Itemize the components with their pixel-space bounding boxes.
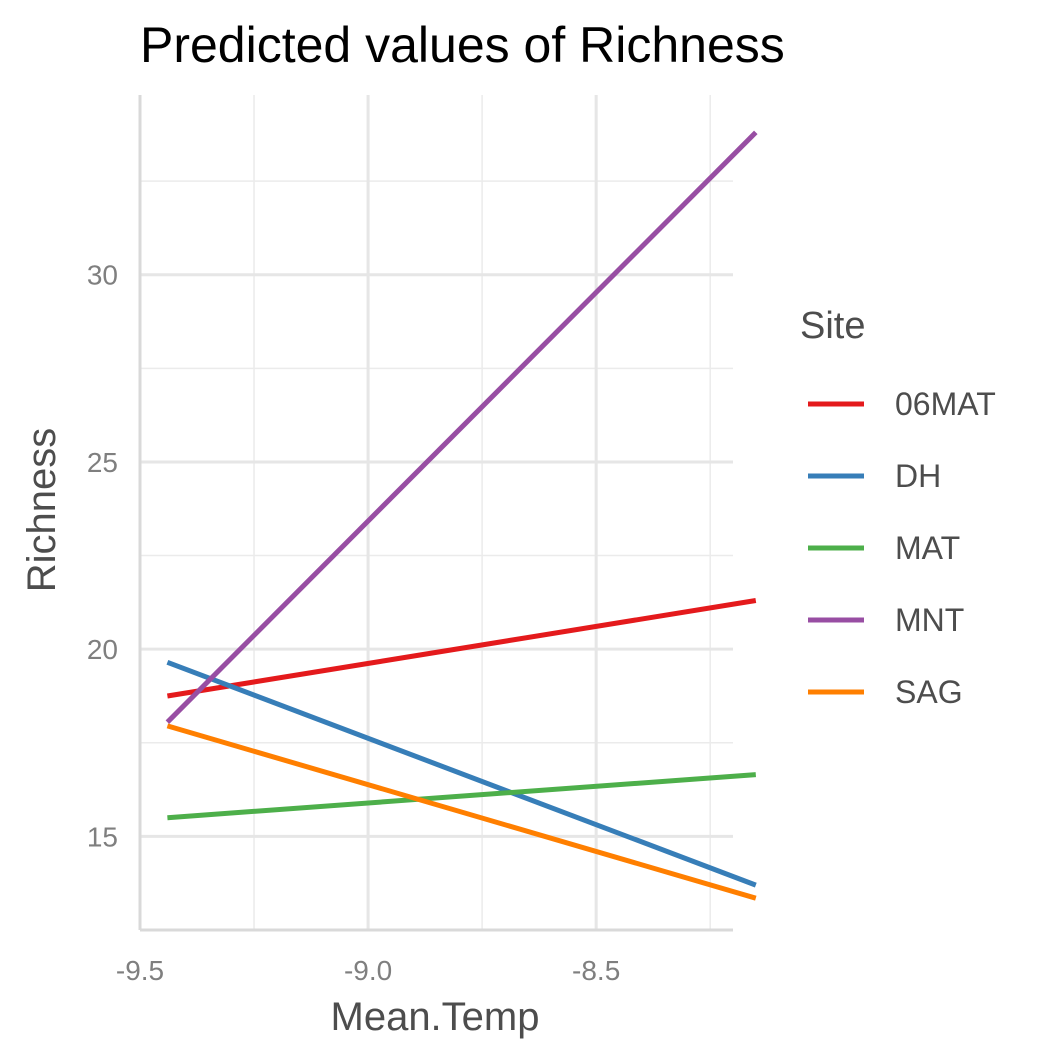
x-tick-label: -8.5 [572, 955, 620, 986]
series-line-mnt [165, 130, 758, 724]
series-line-dh [166, 659, 757, 888]
series-line-06mat [166, 598, 757, 699]
x-tick-label: -9.0 [344, 955, 392, 986]
legend-label-mat: MAT [895, 530, 960, 566]
legend-title: Site [800, 305, 865, 347]
tick-labels: -9.5 -9.0 -8.5 15 20 25 30 [87, 260, 620, 986]
y-tick-label: 30 [87, 260, 118, 291]
chart-title: Predicted values of Richness [140, 17, 785, 73]
y-tick-label: 20 [87, 634, 118, 665]
series-line-mat [167, 772, 756, 821]
series-lines [165, 130, 758, 901]
y-axis-title: Richness [20, 428, 64, 593]
legend-label-dh: DH [895, 458, 941, 494]
legend-label-06mat: 06MAT [895, 386, 996, 422]
legend: 06MAT DH MAT MNT SAG [808, 386, 996, 710]
y-tick-label: 25 [87, 447, 118, 478]
legend-label-mnt: MNT [895, 602, 964, 638]
series-line-sag [166, 723, 757, 901]
x-axis-title: Mean.Temp [331, 995, 540, 1039]
legend-label-sag: SAG [895, 674, 963, 710]
y-tick-label: 15 [87, 821, 118, 852]
axes [138, 95, 733, 932]
x-tick-label: -9.5 [116, 955, 164, 986]
